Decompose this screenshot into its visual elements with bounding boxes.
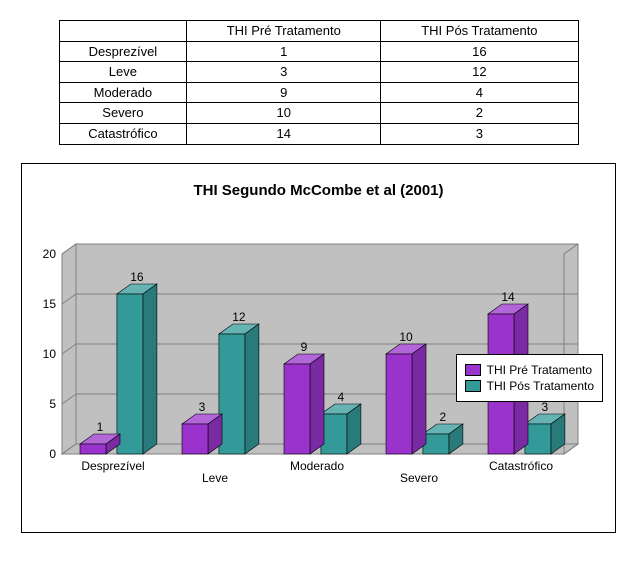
table-row-label: Desprezível [59, 41, 187, 62]
table-cell: 3 [381, 123, 578, 144]
svg-text:2: 2 [440, 410, 447, 424]
svg-text:1: 1 [97, 420, 104, 434]
svg-text:10: 10 [43, 347, 57, 361]
table-cell: 3 [187, 62, 381, 83]
table-col-pos: THI Pós Tratamento [381, 21, 578, 42]
table-row-label: Catastrófico [59, 123, 187, 144]
chart-frame: THI Segundo McCombe et al (2001) 0 5 10 15 2… [21, 163, 616, 533]
svg-text:Catastrófico: Catastrófico [489, 459, 553, 473]
chart-legend: THI Pré Tratamento THI Pós Tratamento [456, 354, 603, 402]
chart-svg: 05101520161Desprezível123Leve49Moderado2… [62, 234, 467, 524]
table-header-row: THI Pré Tratamento THI Pós Tratamento [59, 21, 578, 42]
legend-swatch-pre [465, 364, 481, 376]
svg-text:20: 20 [43, 247, 57, 261]
table-cell: 1 [187, 41, 381, 62]
chart-title: THI Segundo McCombe et al (2001) [22, 182, 615, 199]
svg-text:16: 16 [130, 270, 144, 284]
legend-swatch-pos [465, 380, 481, 392]
svg-text:Leve: Leve [202, 471, 228, 485]
svg-text:Severo: Severo [400, 471, 438, 485]
svg-text:15: 15 [43, 297, 57, 311]
svg-text:5: 5 [49, 397, 56, 411]
table-row: Leve 3 12 [59, 62, 578, 83]
legend-label-pre: THI Pré Tratamento [487, 363, 592, 377]
svg-text:10: 10 [399, 330, 413, 344]
legend-item-pos: THI Pós Tratamento [465, 379, 594, 393]
table-col-pre: THI Pré Tratamento [187, 21, 381, 42]
table-cell: 14 [187, 123, 381, 144]
svg-text:Desprezível: Desprezível [81, 459, 144, 473]
table-row: Severo 10 2 [59, 103, 578, 124]
table-cell: 12 [381, 62, 578, 83]
table-row-label: Moderado [59, 82, 187, 103]
chart-plot: 05101520161Desprezível123Leve49Moderado2… [62, 234, 427, 479]
table-cell: 10 [187, 103, 381, 124]
svg-text:12: 12 [232, 310, 246, 324]
svg-text:4: 4 [338, 390, 345, 404]
table-cell: 2 [381, 103, 578, 124]
table-cell: 16 [381, 41, 578, 62]
table-row: Catastrófico 14 3 [59, 123, 578, 144]
table-row: Moderado 9 4 [59, 82, 578, 103]
table-row: Desprezível 1 16 [59, 41, 578, 62]
table-row-label: Severo [59, 103, 187, 124]
table-corner-cell [59, 21, 187, 42]
svg-text:14: 14 [501, 290, 515, 304]
legend-item-pre: THI Pré Tratamento [465, 363, 594, 377]
table-cell: 4 [381, 82, 578, 103]
table-row-label: Leve [59, 62, 187, 83]
table-cell: 9 [187, 82, 381, 103]
svg-text:Moderado: Moderado [290, 459, 344, 473]
legend-label-pos: THI Pós Tratamento [487, 379, 594, 393]
thi-table: THI Pré Tratamento THI Pós Tratamento De… [59, 20, 579, 145]
svg-text:0: 0 [49, 447, 56, 461]
svg-text:3: 3 [542, 400, 549, 414]
svg-text:3: 3 [199, 400, 206, 414]
svg-text:9: 9 [301, 340, 308, 354]
